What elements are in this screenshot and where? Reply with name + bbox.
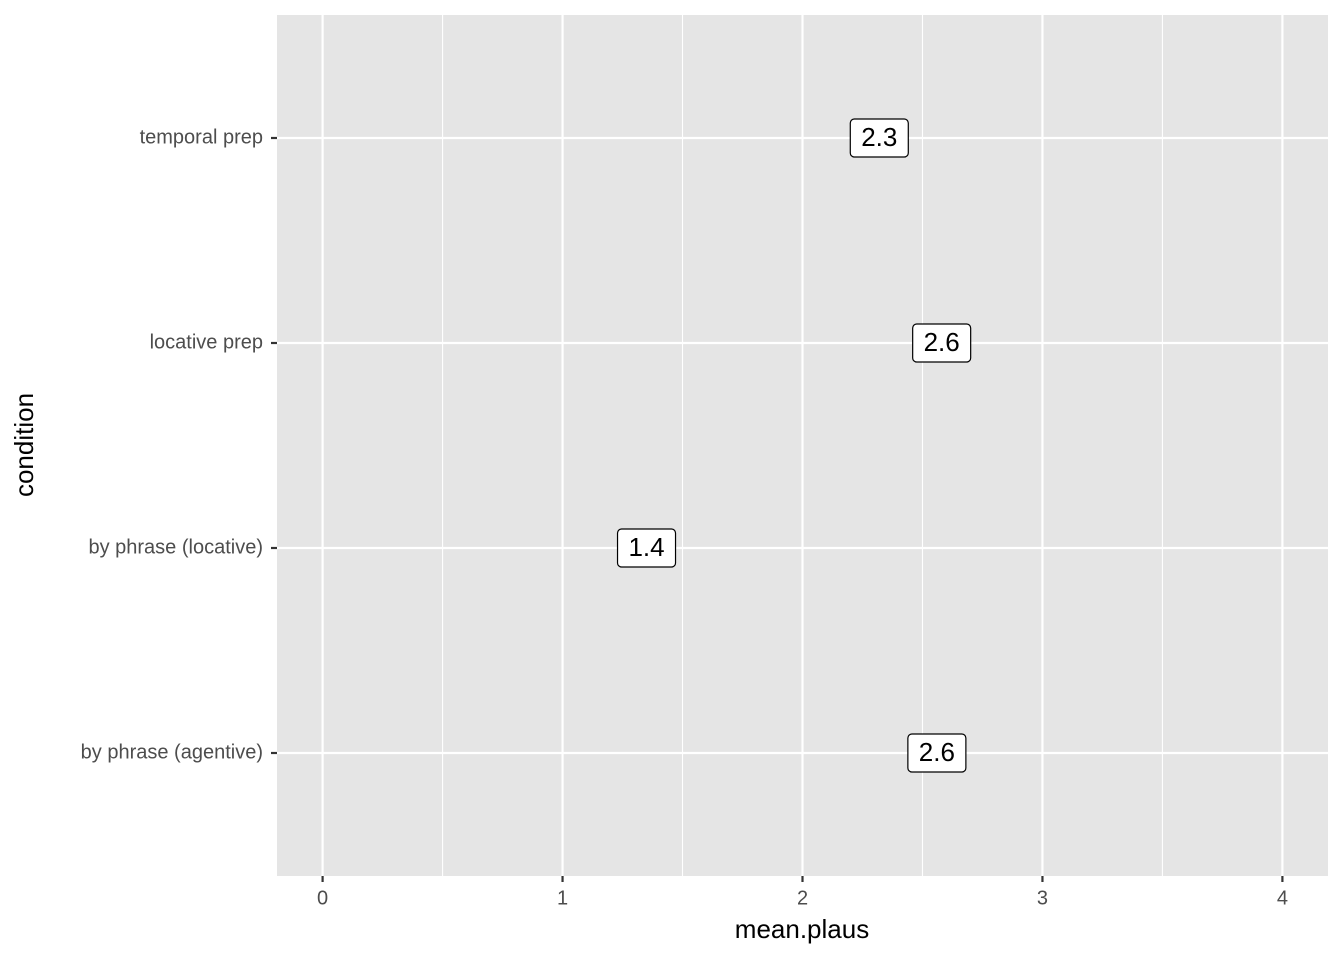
data-label: 2.6 [924, 327, 960, 357]
x-tick-label: 3 [1037, 887, 1048, 909]
y-axis-title: condition [9, 393, 39, 497]
y-tick-label: temporal prep [140, 126, 263, 148]
label-box [907, 733, 967, 773]
x-axis-title: mean.plaus [735, 914, 869, 944]
x-tick-label: 2 [797, 887, 808, 909]
label-box [616, 528, 677, 568]
data-label: 2.6 [919, 737, 955, 767]
y-tick-label: by phrase (agentive) [81, 741, 263, 763]
y-tick-label: by phrase (locative) [88, 536, 263, 558]
x-tick-label: 0 [317, 887, 328, 909]
x-tick-label: 4 [1277, 887, 1288, 909]
data-label: 2.3 [861, 122, 897, 152]
x-tick-label: 1 [557, 887, 568, 909]
data-label: 1.4 [628, 532, 664, 562]
y-tick-label: locative prep [150, 331, 263, 353]
label-box [849, 118, 909, 158]
label-box [912, 323, 972, 363]
